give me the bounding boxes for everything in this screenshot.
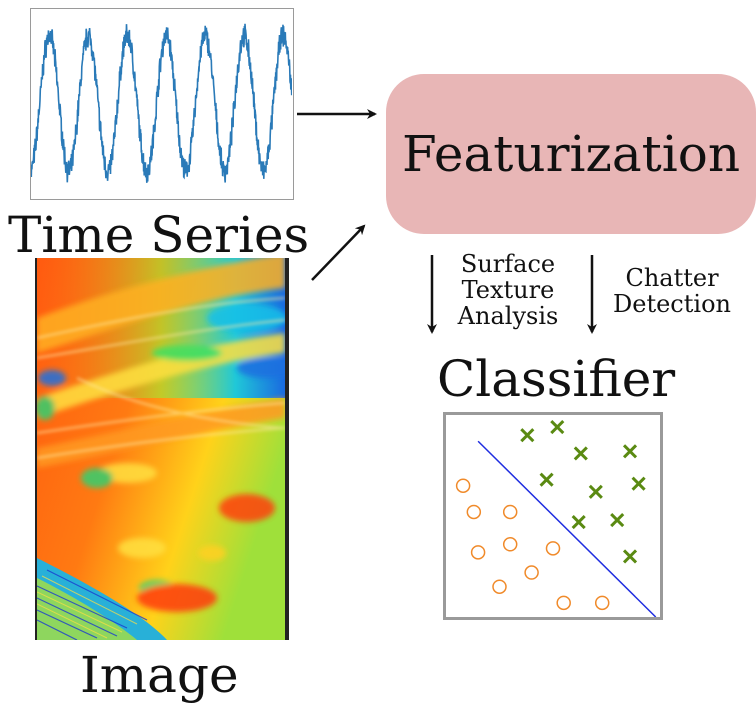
classifier-graphic: [455, 420, 657, 618]
class-cross-point: [610, 512, 625, 528]
signal-line: [30, 23, 293, 183]
class-circle-point: [502, 537, 518, 552]
class-circle-point: [556, 595, 571, 611]
surface-texture-analysis-label: Surface Texture Analysis: [446, 250, 570, 330]
surface-image-graphic: [37, 258, 285, 640]
decision-boundary: [477, 440, 657, 618]
time-series-signal: [30, 23, 293, 183]
class-cross-point: [622, 549, 638, 564]
image-label: Image: [80, 646, 239, 704]
surface-texture-line-2: Texture: [461, 275, 555, 304]
classifier-plot: [443, 412, 663, 620]
classifier-label: Classifier: [437, 350, 676, 408]
class-circle-point: [455, 478, 471, 493]
chatter-detection-line-2: Detection: [613, 289, 731, 318]
chatter-detection-line-1: Chatter: [625, 264, 719, 292]
featurization-label: Featurization: [401, 125, 741, 183]
class-circle-point: [502, 504, 518, 520]
time-series-label: Time Series: [8, 206, 310, 264]
class-cross-point: [539, 472, 554, 487]
class-circle-point: [594, 595, 610, 611]
class-circle-point: [470, 545, 486, 560]
chatter-detection-label: Chatter Detection: [602, 264, 742, 318]
surface-texture-line-3: Analysis: [457, 301, 559, 330]
time-series-plot: [30, 8, 294, 200]
class-cross-point: [631, 476, 646, 491]
class-cross-point: [571, 514, 586, 530]
class-circle-point: [466, 504, 482, 520]
featurization-box: Featurization: [386, 74, 756, 234]
class-cross-point: [520, 428, 535, 443]
class-cross-point: [588, 484, 603, 499]
class-cross-point: [622, 444, 638, 459]
surface-image: [35, 258, 289, 640]
surface-texture-line-1: Surface: [460, 250, 556, 278]
image-to-featurization-arrow: [311, 224, 366, 281]
class-circle-point: [492, 579, 507, 594]
class-circle-point: [545, 541, 561, 556]
class-cross-point: [550, 420, 565, 435]
class-circle-point: [524, 565, 539, 580]
class-cross-point: [573, 446, 588, 461]
